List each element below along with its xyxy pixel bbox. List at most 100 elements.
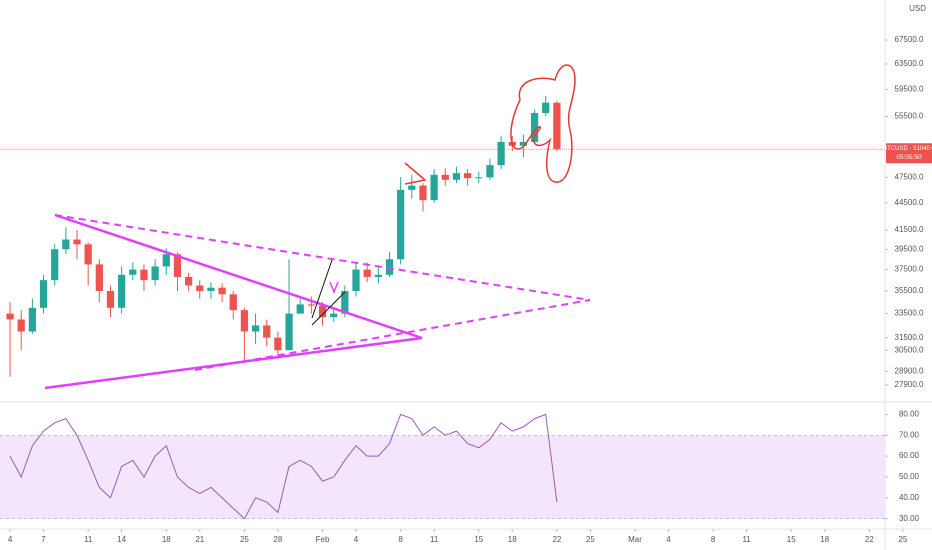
y-tick-label: 30.00 <box>899 514 920 523</box>
y-tick-label: 30500.0 <box>895 345 924 354</box>
dashed-trendline <box>194 299 591 371</box>
y-tick-label: 33500.0 <box>895 309 924 318</box>
rsi-line <box>9 413 558 520</box>
x-tick-label: 15 <box>787 535 796 544</box>
x-tick-label: 25 <box>240 535 249 544</box>
candle-body <box>173 254 182 277</box>
y-tick-label: 67500.0 <box>895 35 924 44</box>
candle-body <box>251 325 260 332</box>
price-tag-label: BTCUSD · 51040.0 <box>883 146 932 152</box>
candle-body <box>62 239 70 250</box>
candle-body <box>151 266 159 281</box>
candle-body <box>229 294 237 311</box>
candle-body <box>140 269 148 281</box>
y-tick-label: 60.00 <box>899 451 920 460</box>
candle-body <box>28 307 36 332</box>
candle-body <box>196 285 204 291</box>
drawn-line <box>311 259 333 319</box>
candle-body <box>553 102 561 150</box>
candle-body <box>542 102 550 114</box>
candle-body <box>330 313 338 318</box>
y-tick-label: 28900.0 <box>895 366 924 375</box>
candle-body <box>341 290 349 314</box>
x-tick-label: 4 <box>8 535 13 544</box>
y-tick-label: 31500.0 <box>895 333 924 342</box>
x-tick-label: 15 <box>474 535 483 544</box>
y-tick-label: 80.00 <box>899 410 920 419</box>
candle-body <box>73 239 81 245</box>
y-tick-label: 41500.0 <box>895 225 924 234</box>
drawn-line <box>311 291 346 326</box>
candle-body <box>240 310 249 332</box>
x-tick-label: Feb <box>316 535 330 544</box>
y-tick-label: 39500.0 <box>895 244 924 253</box>
x-tick-label: 8 <box>711 535 716 544</box>
candle-body <box>419 185 427 201</box>
candle-body <box>218 287 226 295</box>
candle-body <box>129 269 137 275</box>
y-tick-label: 47500.0 <box>895 172 924 181</box>
x-tick-label: 25 <box>586 535 595 544</box>
candle-body <box>430 174 438 201</box>
candle-body <box>84 244 92 265</box>
candle-body <box>463 173 472 179</box>
candle-body <box>497 141 505 166</box>
y-tick-label: 63500.0 <box>895 59 924 68</box>
x-tick-label: 18 <box>508 535 517 544</box>
candle-body <box>285 313 293 351</box>
dashed-trendline <box>54 214 591 301</box>
candle-body <box>106 290 115 308</box>
candle-body <box>486 165 494 178</box>
candle-body <box>352 269 360 291</box>
candle-body <box>118 274 126 308</box>
drawn-arrow <box>329 281 339 295</box>
candle-body <box>530 113 539 142</box>
x-tick-label: 11 <box>84 535 93 544</box>
candle-body <box>162 254 170 267</box>
highlight-shape <box>510 64 576 183</box>
trendline <box>54 213 423 340</box>
x-tick-label: 8 <box>398 535 403 544</box>
price-tag <box>886 143 932 164</box>
candle-body <box>51 249 59 281</box>
candle-body <box>475 177 483 179</box>
candle-body <box>39 280 48 308</box>
x-tick-label: 22 <box>552 535 561 544</box>
x-tick-label: 4 <box>354 535 359 544</box>
candles <box>6 95 561 377</box>
drawn-arrow <box>404 162 427 185</box>
candle-body <box>441 174 449 180</box>
x-tick-label: 25 <box>898 535 907 544</box>
drawings <box>44 64 591 390</box>
x-tick-label: 4 <box>666 535 671 544</box>
countdown-label: 05:05:50 <box>896 154 922 161</box>
candle-body <box>385 259 394 275</box>
candle-body <box>274 337 282 351</box>
x-tick-label: 22 <box>865 535 874 544</box>
x-tick-label: 11 <box>430 535 439 544</box>
candle-body <box>318 305 327 318</box>
candle-body <box>263 325 271 338</box>
x-tick-label: Mar <box>628 535 642 544</box>
candle-body <box>363 269 371 277</box>
x-tick-label: 18 <box>162 535 171 544</box>
x-tick-label: 14 <box>117 535 126 544</box>
x-tick-label: 21 <box>195 535 204 544</box>
candle-body <box>374 274 382 277</box>
y-tick-label: 35500.0 <box>895 286 924 295</box>
x-tick-label: 7 <box>41 535 46 544</box>
candle-body <box>184 276 193 286</box>
currency-label[interactable]: USD <box>909 4 926 13</box>
y-tick-label: 44500.0 <box>895 198 924 207</box>
candle-body <box>207 287 215 291</box>
candle-body <box>17 319 25 332</box>
y-tick-label: 59500.0 <box>895 84 924 93</box>
y-tick-label: 40.00 <box>899 493 920 502</box>
candle-body <box>408 185 416 190</box>
candle-body <box>452 173 461 180</box>
candle-body <box>95 264 103 291</box>
candle-body <box>307 304 315 306</box>
y-tick-label: 70.00 <box>899 430 920 439</box>
rsi-band <box>0 435 885 519</box>
